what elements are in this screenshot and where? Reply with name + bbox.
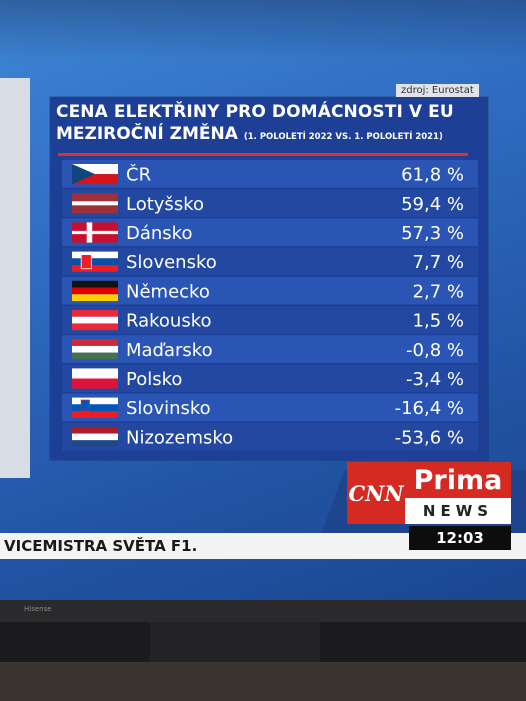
row-background xyxy=(62,364,478,393)
country-name: Slovensko xyxy=(126,252,217,273)
table-row: Nizozemsko -53,6 % xyxy=(62,422,478,451)
country-name: Lotyšsko xyxy=(126,194,204,215)
source-label: zdroj: Eurostat xyxy=(396,84,479,97)
austria-flag-icon xyxy=(72,310,118,331)
tv-stand xyxy=(150,622,320,662)
country-name: Slovinsko xyxy=(126,398,211,419)
left-edge-graphic xyxy=(0,78,30,478)
row-background xyxy=(62,189,478,217)
germany-flag-icon xyxy=(72,280,118,301)
table-row: Německo 2,7 % xyxy=(62,276,478,305)
change-value: 59,4 % xyxy=(401,194,464,215)
row-background xyxy=(62,276,478,305)
row-background xyxy=(62,160,478,188)
ticker-text: VICEMISTRA SVĚTA F1. xyxy=(4,537,198,555)
country-table: ČR 61,8 % Lotyšsko 59,4 % Dánsko 57,3 % Sloven… xyxy=(62,160,478,451)
chart-subtitle: MEZIROČNÍ ZMĚNA xyxy=(56,124,238,144)
tv-brand-logo: Hisense xyxy=(24,605,52,613)
country-name: Nizozemsko xyxy=(126,427,233,448)
change-value: 57,3 % xyxy=(401,223,464,244)
news-logo: NEWS xyxy=(405,498,511,524)
tv-bezel xyxy=(0,600,526,622)
row-background xyxy=(62,422,478,451)
table-row: Lotyšsko 59,4 % xyxy=(62,189,478,217)
country-name: Německo xyxy=(126,281,210,302)
table-row: Polsko -3,4 % xyxy=(62,364,478,393)
change-value: -0,8 % xyxy=(406,340,464,361)
czech-flag-icon xyxy=(72,164,118,185)
prima-logo: Prima xyxy=(405,462,511,498)
slovenia-flag-icon xyxy=(72,397,118,418)
country-name: Polsko xyxy=(126,369,182,390)
change-value: -3,4 % xyxy=(406,369,464,390)
row-background xyxy=(62,393,478,422)
netherlands-flag-icon xyxy=(72,426,118,447)
title-underline xyxy=(58,153,468,156)
country-name: Dánsko xyxy=(126,223,192,244)
period-note: (1. POLOLETÍ 2022 VS. 1. POLOLETÍ 2021) xyxy=(243,132,443,142)
latvia-flag-icon xyxy=(72,193,118,214)
change-value: -16,4 % xyxy=(395,398,464,419)
change-value: 1,5 % xyxy=(413,311,464,332)
slovakia-flag-icon xyxy=(72,251,118,272)
hungary-flag-icon xyxy=(72,339,118,360)
row-background xyxy=(62,247,478,276)
floor xyxy=(0,662,526,701)
table-row: ČR 61,8 % xyxy=(62,160,478,188)
change-value: -53,6 % xyxy=(395,427,464,448)
country-name: Maďarsko xyxy=(126,340,213,361)
row-background xyxy=(62,218,478,247)
clock: 12:03 xyxy=(409,526,511,550)
change-value: 7,7 % xyxy=(413,252,464,273)
row-background xyxy=(62,306,478,334)
row-background xyxy=(62,335,478,363)
table-row: Slovensko 7,7 % xyxy=(62,247,478,276)
tv-screen: zdroj: Eurostat CENA ELEKTŘINY PRO DOMÁC… xyxy=(0,0,526,600)
table-row: Maďarsko -0,8 % xyxy=(62,335,478,363)
denmark-flag-icon xyxy=(72,222,118,243)
table-row: Dánsko 57,3 % xyxy=(62,218,478,247)
country-name: ČR xyxy=(126,164,151,186)
chart-title: CENA ELEKTŘINY PRO DOMÁCNOSTI V EU xyxy=(56,102,454,122)
background-shade xyxy=(0,0,526,60)
cnn-logo: CNN xyxy=(347,462,405,524)
table-row: Slovinsko -16,4 % xyxy=(62,393,478,422)
table-row: Rakousko 1,5 % xyxy=(62,306,478,334)
country-name: Rakousko xyxy=(126,311,212,332)
poland-flag-icon xyxy=(72,368,118,389)
chart-subtitle-line: MEZIROČNÍ ZMĚNA (1. POLOLETÍ 2022 VS. 1.… xyxy=(56,124,443,144)
change-value: 2,7 % xyxy=(413,281,464,302)
change-value: 61,8 % xyxy=(401,165,464,186)
